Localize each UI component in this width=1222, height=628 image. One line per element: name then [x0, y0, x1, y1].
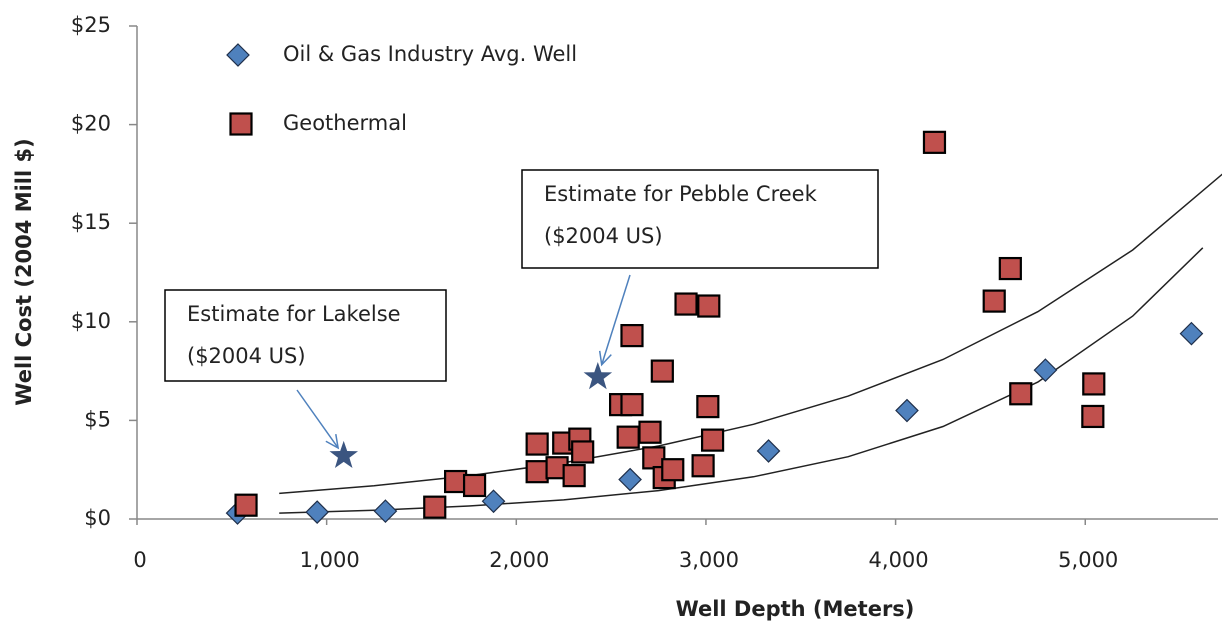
legend-label: Geothermal — [283, 111, 407, 135]
trendline — [279, 173, 1222, 495]
square-marker — [620, 324, 644, 348]
diamond-marker — [1033, 358, 1058, 382]
x-tick-label: 3,000 — [679, 548, 739, 572]
square-marker — [691, 454, 715, 478]
annotation-box — [521, 169, 879, 269]
square-marker — [616, 425, 640, 449]
square-marker — [982, 289, 1006, 313]
y-axis-title: Well Cost (2004 Mill $) — [12, 138, 36, 405]
arrow-head — [598, 350, 612, 367]
y-tick-label: $0 — [84, 506, 111, 530]
diamond-marker — [1179, 321, 1204, 346]
y-tick-label: $5 — [84, 407, 111, 431]
square-marker — [638, 420, 662, 444]
annotation-text: ($2004 US) — [544, 224, 663, 248]
diamond-marker — [373, 499, 398, 523]
diamond-marker — [481, 489, 506, 514]
annotation-box — [164, 289, 447, 382]
square-marker — [234, 493, 258, 517]
diamond-marker — [618, 467, 642, 492]
square-marker — [998, 256, 1022, 281]
x-axis-title: Well Depth (Meters) — [676, 597, 915, 621]
annotation-arrow — [296, 389, 339, 449]
square-marker — [642, 446, 666, 470]
square-marker — [620, 393, 644, 417]
diamond-marker — [756, 439, 781, 463]
annotation-arrow — [600, 274, 631, 365]
square-marker — [444, 469, 468, 494]
x-tick-label: 1,000 — [300, 548, 360, 572]
square-marker — [697, 294, 721, 318]
square-marker — [571, 440, 595, 464]
square-marker — [674, 292, 698, 316]
annotation-text: Estimate for Lakelse — [187, 302, 401, 326]
x-tick-label: 5,000 — [1058, 548, 1118, 572]
y-tick-label: $25 — [71, 13, 111, 37]
square-marker — [1009, 382, 1033, 406]
square-marker — [1082, 372, 1106, 396]
star-marker — [329, 440, 358, 468]
legend-marker — [229, 112, 253, 136]
arrow-head — [325, 434, 340, 450]
square-marker — [1081, 404, 1105, 429]
diamond-marker — [305, 500, 330, 524]
square-marker — [525, 460, 549, 484]
square-marker — [562, 464, 586, 488]
diamond-marker — [895, 398, 919, 423]
square-marker — [525, 432, 549, 456]
square-marker — [661, 458, 685, 482]
annotation-text: Estimate for Pebble Creek — [544, 182, 818, 206]
legend-label: Oil & Gas Industry Avg. Well — [283, 42, 577, 66]
x-tick-label: 2,000 — [489, 548, 549, 572]
square-marker — [423, 495, 447, 519]
star-marker — [583, 362, 613, 390]
square-marker — [696, 394, 720, 419]
x-tick-label: 0 — [133, 548, 146, 572]
annotation-text: ($2004 US) — [187, 344, 306, 368]
y-tick-label: $20 — [71, 112, 111, 136]
square-marker — [650, 359, 674, 383]
square-marker — [700, 428, 725, 452]
square-marker — [462, 473, 487, 498]
y-tick-label: $10 — [71, 309, 111, 333]
square-marker — [922, 130, 947, 154]
y-tick-label: $15 — [71, 210, 111, 234]
x-tick-label: 4,000 — [869, 548, 929, 572]
legend-marker — [226, 43, 250, 67]
